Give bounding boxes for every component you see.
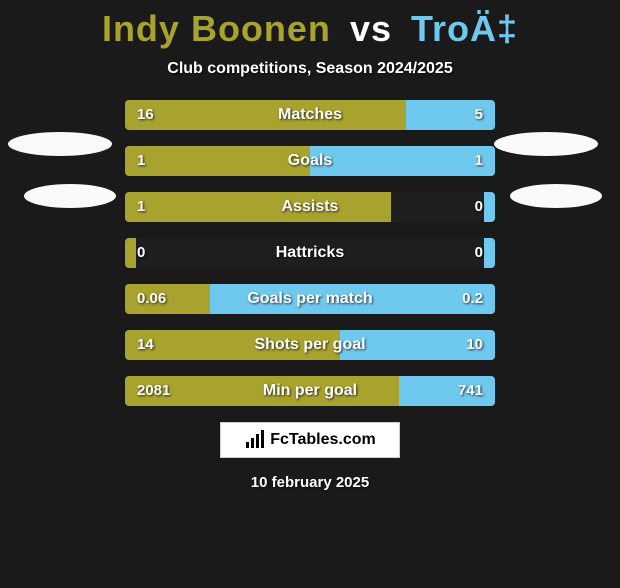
stat-row: 00Hattricks [125, 238, 495, 268]
stat-row: 0.060.2Goals per match [125, 284, 495, 314]
comparison-title: Indy Boonen vs TroÄ‡ [0, 8, 620, 50]
date-line: 10 february 2025 [0, 474, 620, 491]
decorative-ellipse [24, 184, 116, 208]
stat-row: 10Assists [125, 192, 495, 222]
player2-name: TroÄ‡ [411, 8, 518, 49]
stat-label: Min per goal [125, 376, 495, 406]
stat-row: 165Matches [125, 100, 495, 130]
subtitle: Club competitions, Season 2024/2025 [0, 60, 620, 78]
stat-label: Goals per match [125, 284, 495, 314]
fctables-logo: FcTables.com [220, 422, 400, 458]
stats-chart: 165Matches 11Goals 10Assists 00Hattricks 0.0… [125, 100, 495, 406]
logo-text: FcTables.com [270, 431, 376, 449]
stat-label: Assists [125, 192, 495, 222]
stat-label: Shots per goal [125, 330, 495, 360]
stat-label: Hattricks [125, 238, 495, 268]
stat-row: 2081741Min per goal [125, 376, 495, 406]
stat-row: 1410Shots per goal [125, 330, 495, 360]
decorative-ellipse [8, 132, 112, 156]
decorative-ellipse [510, 184, 602, 208]
bar-chart-icon [244, 430, 266, 450]
player1-name: Indy Boonen [102, 8, 331, 49]
decorative-ellipse [494, 132, 598, 156]
title-vs: vs [350, 8, 392, 49]
stat-label: Goals [125, 146, 495, 176]
stat-label: Matches [125, 100, 495, 130]
stat-row: 11Goals [125, 146, 495, 176]
